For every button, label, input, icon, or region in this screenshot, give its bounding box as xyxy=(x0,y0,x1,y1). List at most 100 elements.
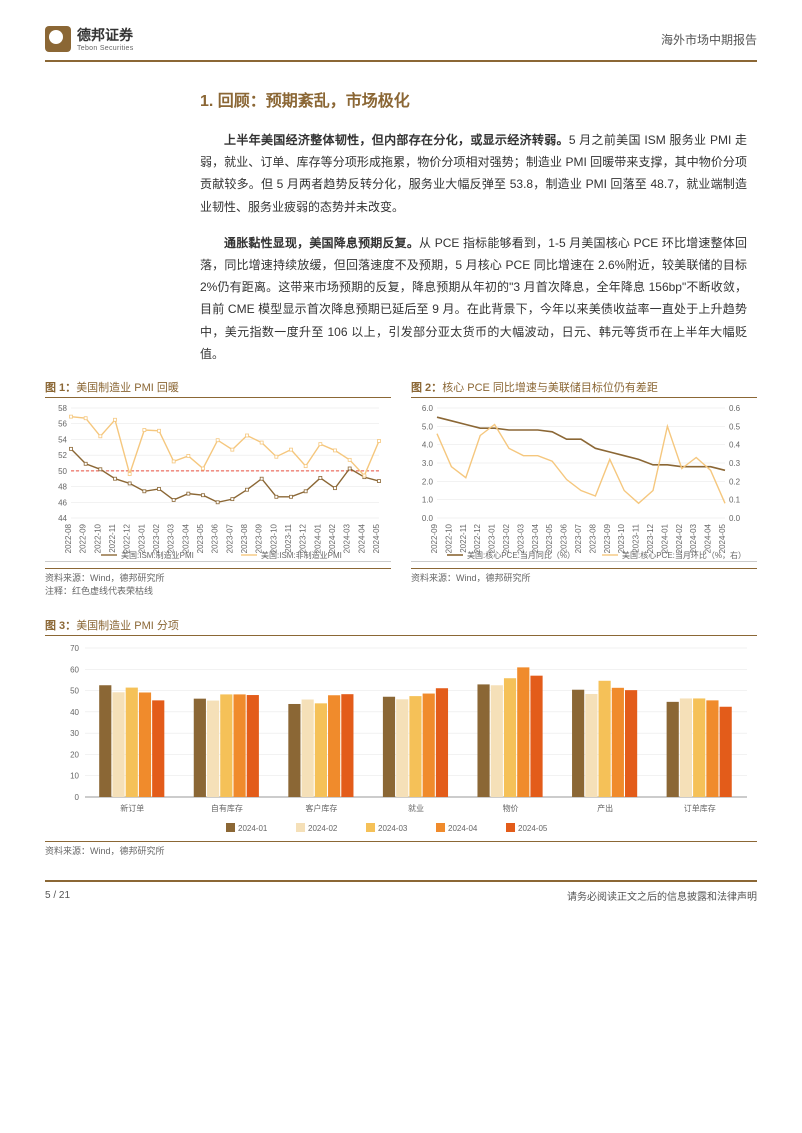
chart3-block: 图 3：美国制造业 PMI 分项 010203040506070新订单自有库存客… xyxy=(45,617,757,859)
svg-text:2024-01: 2024-01 xyxy=(238,824,268,833)
svg-text:52: 52 xyxy=(58,451,67,460)
svg-text:2023-09: 2023-09 xyxy=(603,523,612,553)
svg-text:2024-05: 2024-05 xyxy=(372,523,381,553)
svg-text:3.0: 3.0 xyxy=(422,459,434,468)
svg-text:2023-12: 2023-12 xyxy=(299,523,308,553)
svg-text:就业: 就业 xyxy=(408,803,424,813)
svg-text:0.0: 0.0 xyxy=(422,514,434,523)
svg-text:2023-06: 2023-06 xyxy=(560,523,569,553)
svg-text:2024-04: 2024-04 xyxy=(448,824,478,833)
svg-text:2023-11: 2023-11 xyxy=(284,523,293,552)
svg-text:50: 50 xyxy=(70,686,79,695)
svg-text:客户库存: 客户库存 xyxy=(305,803,337,813)
svg-text:2022-11: 2022-11 xyxy=(459,523,468,552)
svg-text:2024-03: 2024-03 xyxy=(378,824,408,833)
svg-text:2023-03: 2023-03 xyxy=(167,523,176,553)
page-footer: 5 / 21 请务必阅读正文之后的信息披露和法律声明 xyxy=(45,880,757,903)
svg-text:美国:核心PCE:当月同比（%）: 美国:核心PCE:当月同比（%） xyxy=(467,550,575,560)
svg-text:2023-05: 2023-05 xyxy=(545,523,554,553)
chart3-area: 010203040506070新订单自有库存客户库存就业物价产出订单库存2024… xyxy=(45,640,757,835)
content-body: 1. 回顾：预期紊乱，市场极化 上半年美国经济整体韧性，但内部存在分化，或显示经… xyxy=(200,87,747,365)
svg-text:2.0: 2.0 xyxy=(422,477,434,486)
svg-text:2023-03: 2023-03 xyxy=(516,523,525,553)
footer-disclaimer: 请务必阅读正文之后的信息披露和法律声明 xyxy=(567,888,757,903)
chart2-title-text: 核心 PCE 同比增速与美联储目标位仍有差距 xyxy=(442,382,658,394)
chart3-source-text: 资料来源：Wind，德邦研究所 xyxy=(45,845,757,859)
svg-text:新订单: 新订单 xyxy=(120,803,144,813)
svg-text:自有库存: 自有库存 xyxy=(211,803,243,813)
svg-text:20: 20 xyxy=(70,750,79,759)
svg-text:2023-02: 2023-02 xyxy=(502,523,511,553)
svg-text:4.0: 4.0 xyxy=(422,441,434,450)
svg-text:2022-12: 2022-12 xyxy=(473,523,482,553)
svg-text:2024-01: 2024-01 xyxy=(660,523,669,553)
chart2-source: 资料来源：Wind，德邦研究所 xyxy=(411,568,757,586)
svg-text:2024-02: 2024-02 xyxy=(328,523,337,553)
charts-row-top: 图 1：美国制造业 PMI 回暖 44464850525456582022-08… xyxy=(45,379,757,599)
svg-text:2022-08: 2022-08 xyxy=(64,523,73,553)
section-title: 1. 回顾：预期紊乱，市场极化 xyxy=(200,87,747,111)
svg-text:2023-01: 2023-01 xyxy=(488,523,497,553)
para1-bold: 上半年美国经济整体韧性，但内部存在分化，或显示经济转弱。 xyxy=(224,133,569,147)
svg-text:50: 50 xyxy=(58,467,67,476)
paragraph-1: 上半年美国经济整体韧性，但内部存在分化，或显示经济转弱。5 月之前美国 ISM … xyxy=(200,129,747,218)
svg-text:44: 44 xyxy=(58,514,67,523)
svg-text:0.4: 0.4 xyxy=(729,441,741,450)
chart1-note: 注释：红色虚线代表荣枯线 xyxy=(45,585,391,599)
svg-text:2023-12: 2023-12 xyxy=(646,523,655,553)
svg-text:2023-07: 2023-07 xyxy=(574,523,583,553)
svg-text:46: 46 xyxy=(58,498,67,507)
chart2-svg: 0.01.02.03.04.05.06.00.00.10.20.30.40.50… xyxy=(411,402,751,562)
svg-text:2023-04: 2023-04 xyxy=(531,523,540,553)
svg-text:物价: 物价 xyxy=(503,803,519,813)
svg-text:30: 30 xyxy=(70,729,79,738)
svg-text:2022-09: 2022-09 xyxy=(79,523,88,553)
chart3-title-num: 图 3： xyxy=(45,620,76,632)
svg-text:2023-06: 2023-06 xyxy=(211,523,220,553)
svg-text:0: 0 xyxy=(75,793,80,802)
svg-text:2023-07: 2023-07 xyxy=(225,523,234,553)
chart1-title-num: 图 1： xyxy=(45,382,76,394)
svg-text:2023-05: 2023-05 xyxy=(196,523,205,553)
chart3-title-text: 美国制造业 PMI 分项 xyxy=(76,620,179,632)
svg-text:1.0: 1.0 xyxy=(422,496,434,505)
svg-text:54: 54 xyxy=(58,435,67,444)
chart2-block: 图 2：核心 PCE 同比增速与美联储目标位仍有差距 0.01.02.03.04… xyxy=(411,379,757,599)
svg-text:2023-11: 2023-11 xyxy=(632,523,641,552)
svg-text:2024-04: 2024-04 xyxy=(357,523,366,553)
svg-text:2024-03: 2024-03 xyxy=(343,523,352,553)
chart1-area: 44464850525456582022-082022-092022-10202… xyxy=(45,402,391,562)
svg-text:48: 48 xyxy=(58,482,67,491)
svg-text:美国:核心PCE:当月环比（%，右）: 美国:核心PCE:当月环比（%，右） xyxy=(622,550,746,560)
svg-text:2023-02: 2023-02 xyxy=(152,523,161,553)
svg-text:0.6: 0.6 xyxy=(729,404,741,413)
report-type-label: 海外市场中期报告 xyxy=(661,25,757,48)
svg-text:2023-09: 2023-09 xyxy=(255,523,264,553)
svg-text:2024-02: 2024-02 xyxy=(675,523,684,553)
chart3-source: 资料来源：Wind，德邦研究所 xyxy=(45,841,757,859)
logo-chinese: 德邦证券 xyxy=(77,25,134,45)
chart1-source-text: 资料来源：Wind，德邦研究所 xyxy=(45,572,391,586)
svg-text:6.0: 6.0 xyxy=(422,404,434,413)
page-container: 德邦证券 Tebon Securities 海外市场中期报告 1. 回顾：预期紊… xyxy=(0,0,802,1133)
chart1-svg: 44464850525456582022-082022-092022-10202… xyxy=(45,402,385,562)
chart2-source-text: 资料来源：Wind，德邦研究所 xyxy=(411,572,757,586)
svg-text:2022-11: 2022-11 xyxy=(108,523,117,552)
para2-rest: 从 PCE 指标能够看到，1-5 月美国核心 PCE 环比增速整体回落，同比增速… xyxy=(200,236,747,361)
svg-text:2023-04: 2023-04 xyxy=(181,523,190,553)
svg-text:60: 60 xyxy=(70,665,79,674)
svg-text:0.1: 0.1 xyxy=(729,496,741,505)
chart1-block: 图 1：美国制造业 PMI 回暖 44464850525456582022-08… xyxy=(45,379,391,599)
svg-text:2024-01: 2024-01 xyxy=(313,523,322,553)
svg-text:0.3: 0.3 xyxy=(729,459,741,468)
svg-text:2024-05: 2024-05 xyxy=(718,523,727,553)
chart3-svg: 010203040506070新订单自有库存客户库存就业物价产出订单库存2024… xyxy=(45,640,757,835)
chart3-title: 图 3：美国制造业 PMI 分项 xyxy=(45,617,757,636)
svg-text:2022-09: 2022-09 xyxy=(430,523,439,553)
paragraph-2: 通胀黏性显现，美国降息预期反复。从 PCE 指标能够看到，1-5 月美国核心 P… xyxy=(200,232,747,365)
svg-text:58: 58 xyxy=(58,404,67,413)
svg-text:美国:ISM:制造业PMI: 美国:ISM:制造业PMI xyxy=(121,550,194,560)
svg-text:0.5: 0.5 xyxy=(729,422,741,431)
logo-text-block: 德邦证券 Tebon Securities xyxy=(77,25,134,52)
svg-text:56: 56 xyxy=(58,420,67,429)
